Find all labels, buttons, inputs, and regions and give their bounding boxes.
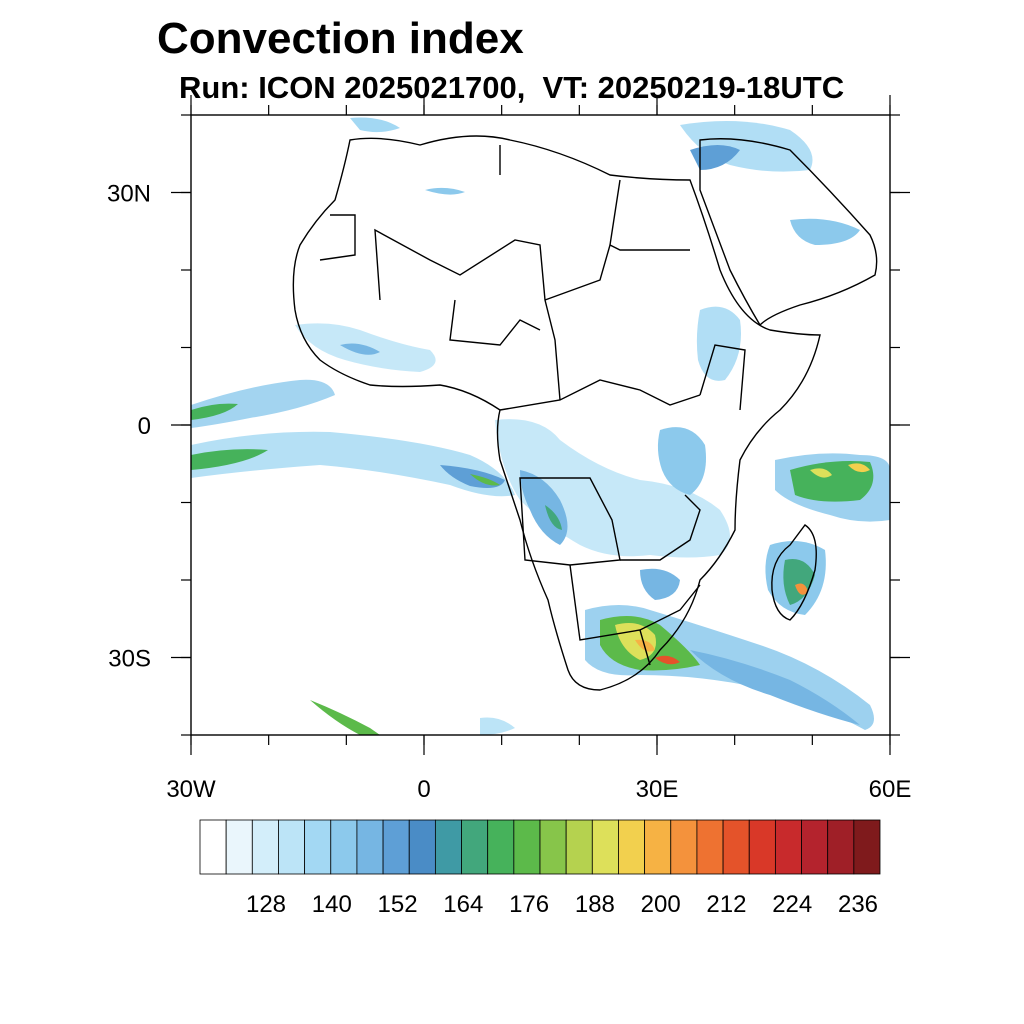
colorbar-box <box>199 819 227 875</box>
lon-tick-label: 0 <box>417 776 430 803</box>
colorbar-box <box>853 819 881 875</box>
lon-tick-label: 30E <box>636 776 679 803</box>
chart-subtitle: Run: ICON 2025021700, VT: 20250219-18UTC <box>179 70 845 105</box>
colorbar-box <box>827 819 855 875</box>
colorbar-box <box>644 819 672 875</box>
africa-outline <box>292 135 821 691</box>
map-frame <box>190 114 891 736</box>
convection-field <box>191 117 890 735</box>
field-middle-east <box>680 121 813 172</box>
colorbar <box>199 819 881 875</box>
colorbar-box <box>539 819 567 875</box>
colorbar-box <box>408 819 436 875</box>
colorbar-label: 188 <box>575 891 615 918</box>
coastlines <box>292 135 878 691</box>
colorbar-box <box>251 819 279 875</box>
field-ethiopia <box>696 306 741 381</box>
lon-tick-label: 30W <box>166 776 216 803</box>
arabia-outline <box>699 138 878 327</box>
madagascar-outline <box>771 524 817 621</box>
colorbar-label: 236 <box>838 891 878 918</box>
colorbar-label: 152 <box>378 891 418 918</box>
colorbar-box <box>565 819 593 875</box>
colorbar-box <box>278 819 306 875</box>
field-atlantic-band <box>191 431 515 497</box>
colorbar-label: 164 <box>443 891 483 918</box>
colorbar-box <box>434 819 462 875</box>
lat-tick-label: 30S <box>108 646 151 673</box>
colorbar-box <box>801 819 829 875</box>
colorbar-labels: 128 140 152 164 176 188 200 212 224 236 <box>246 891 878 918</box>
axis-ticks <box>171 95 910 755</box>
colorbar-label: 200 <box>641 891 681 918</box>
colorbar-box <box>225 819 253 875</box>
colorbar-box <box>722 819 750 875</box>
colorbar-box <box>591 819 619 875</box>
colorbar-box <box>330 819 358 875</box>
colorbar-box <box>748 819 776 875</box>
colorbar-label: 128 <box>246 891 286 918</box>
lat-tick-label: 30N <box>107 181 151 208</box>
colorbar-box <box>618 819 646 875</box>
field-atlantic-north <box>191 379 335 428</box>
colorbar-box <box>461 819 489 875</box>
colorbar-box <box>696 819 724 875</box>
colorbar-box <box>356 819 384 875</box>
lat-tick-label: 0 <box>138 413 151 440</box>
colorbar-box <box>487 819 515 875</box>
colorbar-box <box>304 819 332 875</box>
colorbar-label: 212 <box>706 891 746 918</box>
colorbar-box <box>670 819 698 875</box>
colorbar-box <box>774 819 802 875</box>
field-south-atlantic <box>310 700 380 735</box>
axis-tick-labels: 30W 0 30E 60E 30N 0 30S <box>107 181 911 804</box>
chart-title: Convection index <box>157 14 524 63</box>
colorbar-box <box>382 819 410 875</box>
colorbar-label: 176 <box>509 891 549 918</box>
lon-tick-label: 60E <box>869 776 912 803</box>
colorbar-label: 224 <box>772 891 812 918</box>
colorbar-label: 140 <box>312 891 352 918</box>
colorbar-box <box>513 819 541 875</box>
